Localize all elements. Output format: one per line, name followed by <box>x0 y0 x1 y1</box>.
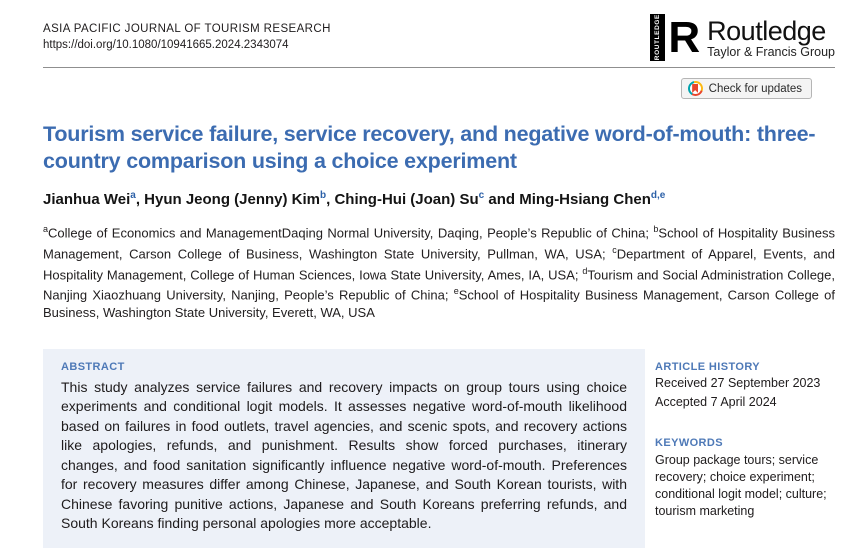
affiliation-sup: d <box>582 265 588 276</box>
author-name: Ching-Hui (Joan) Su <box>334 191 479 208</box>
author-affiliation-sup: b <box>320 190 327 201</box>
author-affiliation-sup: c <box>478 190 485 201</box>
meta-sidebar: ARTICLE HISTORY Received 27 September 20… <box>655 349 835 548</box>
abstract-heading: ABSTRACT <box>61 360 125 373</box>
accepted-date: Accepted 7 April 2024 <box>655 394 777 409</box>
crossmark-icon <box>687 81 703 96</box>
keywords-text: Group package tours; service recovery; c… <box>655 452 827 518</box>
affiliation-sup: b <box>653 224 659 234</box>
affiliation-sup: e <box>453 286 459 297</box>
badge-row: Check for updates <box>43 78 812 99</box>
publisher-text-block: Routledge Taylor & Francis Group <box>707 14 835 60</box>
article-title: Tourism service failure, service recover… <box>43 122 816 173</box>
article-history-heading: ARTICLE HISTORY <box>655 360 761 373</box>
keywords-heading: KEYWORDS <box>655 436 723 449</box>
author-affiliation-sup: a <box>130 190 136 201</box>
abstract-text: This study analyzes service failures and… <box>61 378 627 532</box>
doi-link[interactable]: https://doi.org/10.1080/10941665.2024.23… <box>43 39 289 51</box>
affiliations: aCollege of Economics and ManagementDaqi… <box>43 224 835 321</box>
author-list: Jianhua Weia, Hyun Jeong (Jenny) Kimb, C… <box>43 190 666 208</box>
received-date: Received 27 September 2023 <box>655 375 821 390</box>
check-for-updates-label: Check for updates <box>708 82 802 95</box>
keywords-section: KEYWORDS Group package tours; service re… <box>655 437 835 520</box>
routledge-logo: ROUTLEDGE R Routledge Taylor & Francis G… <box>650 14 835 61</box>
author-affiliation-sup: d,e <box>650 190 666 201</box>
journal-name: ASIA PACIFIC JOURNAL OF TOURISM RESEARCH <box>43 23 331 35</box>
author-name: Jianhua Wei <box>43 191 131 208</box>
abstract-panel: ABSTRACT This study analyzes service fai… <box>43 348 645 548</box>
publisher-tagline: Taylor & Francis Group <box>707 45 835 59</box>
header-divider <box>43 67 835 68</box>
affiliation-sup: a <box>43 224 49 234</box>
author-name: Hyun Jeong (Jenny) Kim <box>144 191 321 208</box>
routledge-vertical-text: ROUTLEDGE <box>654 14 662 61</box>
author-name: Ming-Hsiang Chen <box>519 191 651 208</box>
routledge-r-mark: R <box>668 13 700 62</box>
routledge-vertical-bar: ROUTLEDGE <box>650 14 666 61</box>
article-history-section: ARTICLE HISTORY Received 27 September 20… <box>655 361 835 411</box>
journal-block: ASIA PACIFIC JOURNAL OF TOURISM RESEARCH… <box>43 14 331 53</box>
abstract-and-meta: ABSTRACT This study analyzes service fai… <box>43 348 835 548</box>
affiliation-sup: c <box>612 244 617 255</box>
check-for-updates-badge[interactable]: Check for updates <box>680 78 812 99</box>
page-header: ASIA PACIFIC JOURNAL OF TOURISM RESEARCH… <box>43 0 835 61</box>
publisher-wordmark: Routledge <box>707 16 826 46</box>
